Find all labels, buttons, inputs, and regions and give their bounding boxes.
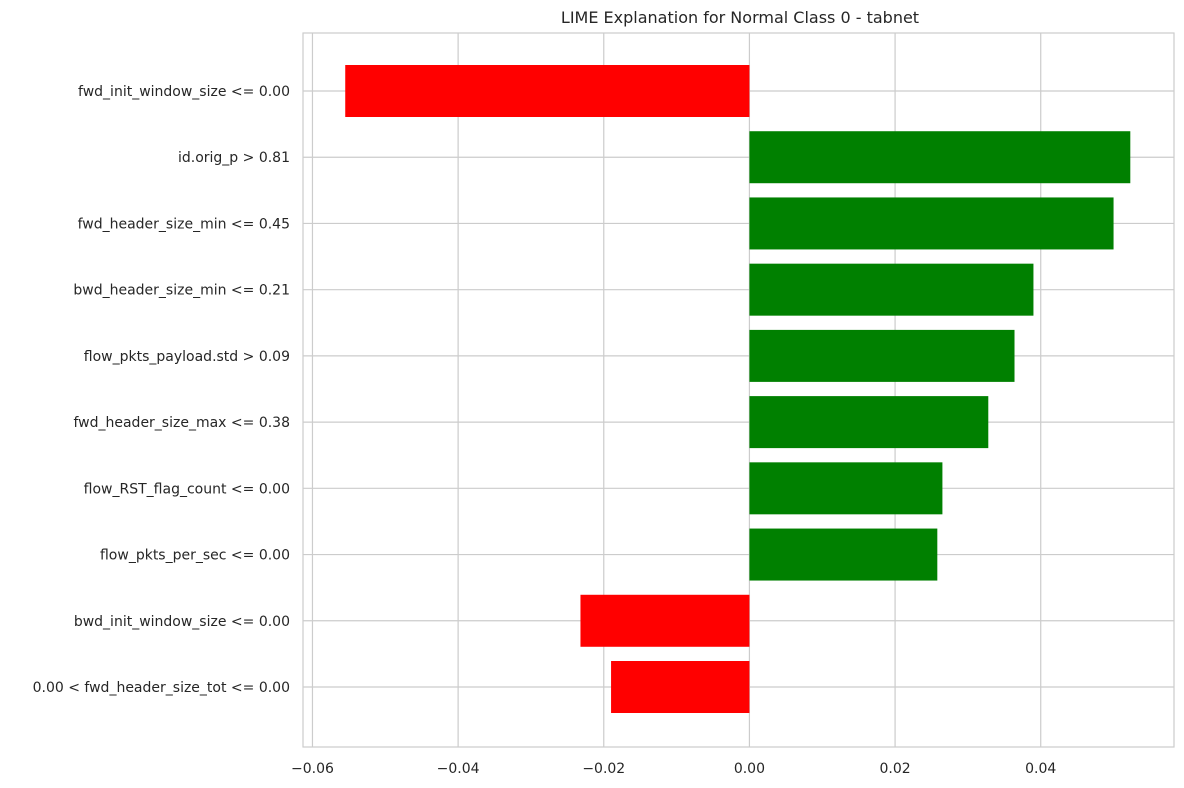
bar-positive [749, 197, 1114, 250]
category-label: bwd_init_window_size <= 0.00 [74, 614, 290, 630]
bar-negative [611, 661, 750, 713]
x-tick-label: −0.04 [437, 761, 480, 777]
category-label: flow_pkts_payload.std > 0.09 [84, 349, 290, 365]
bar-positive [749, 396, 989, 449]
category-label: fwd_header_size_max <= 0.38 [73, 415, 290, 431]
x-tick-label: −0.02 [582, 761, 625, 777]
bar-positive [749, 528, 938, 581]
x-tick-label: 0.04 [1025, 761, 1056, 777]
bar-layer [345, 65, 1131, 713]
x-tick-label: 0.00 [734, 761, 765, 777]
chart-title: LIME Explanation for Normal Class 0 - ta… [561, 8, 919, 27]
bar-positive [749, 329, 1015, 382]
category-label: flow_pkts_per_sec <= 0.00 [100, 548, 290, 564]
bar-positive [749, 131, 1131, 184]
category-label: bwd_header_size_min <= 0.21 [73, 283, 290, 299]
plot-frame [302, 32, 1175, 748]
bar-negative [580, 594, 750, 647]
bar-positive [749, 462, 943, 515]
x-tick-label: 0.02 [879, 761, 910, 777]
category-label: fwd_init_window_size <= 0.00 [78, 84, 290, 100]
category-label: fwd_header_size_min <= 0.45 [78, 216, 290, 232]
category-label: 0.00 < fwd_header_size_tot <= 0.00 [33, 680, 290, 696]
category-label: id.orig_p > 0.81 [178, 150, 290, 166]
bar-positive [749, 263, 1034, 316]
tick-layer: −0.06 −0.04 −0.02 0.00 0.02 0.04 fwd_init_wind… [33, 84, 1057, 777]
x-tick-label: −0.06 [291, 761, 334, 777]
bar-negative [345, 65, 750, 117]
category-label: flow_RST_flag_count <= 0.00 [84, 481, 290, 497]
